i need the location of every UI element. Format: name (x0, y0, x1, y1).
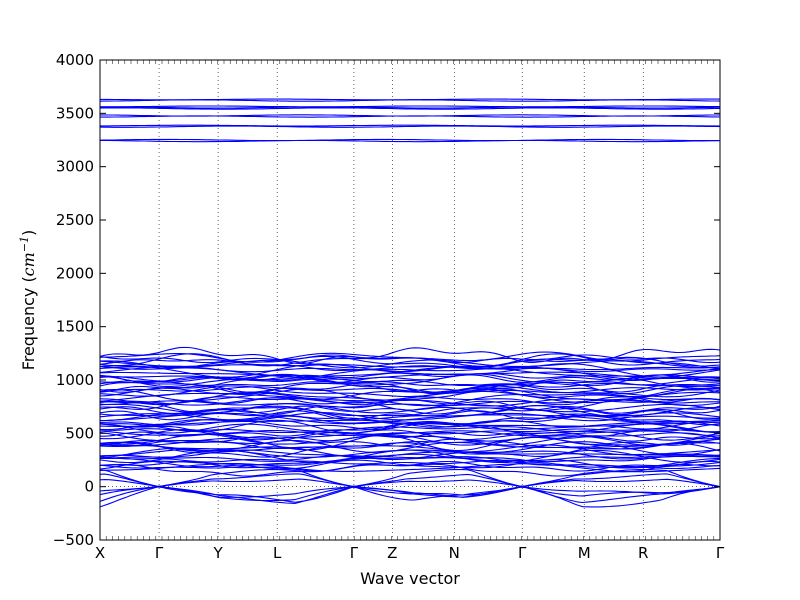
band-line (99, 138, 720, 142)
y-tick-label: −500 (53, 531, 94, 549)
band-line (99, 419, 721, 427)
y-axis-label-close: ) (19, 230, 38, 236)
y-tick-label: 1000 (56, 371, 94, 389)
band-line (99, 366, 721, 382)
x-kpoint-label: X (95, 544, 105, 562)
band-line (99, 391, 721, 407)
y-axis-label: Frequency (cm−1) (18, 230, 38, 371)
y-tick-label: 500 (65, 424, 94, 442)
band-line (99, 441, 721, 458)
band-line (99, 376, 721, 388)
kpoint-separators (158, 60, 644, 540)
band-line (99, 473, 721, 488)
band-line (99, 387, 721, 400)
y-axis: −500 0 500 1000 1500 2000 2500 3000 3500 4000 (53, 51, 720, 549)
phonon-bands (99, 98, 721, 508)
band-line (99, 364, 721, 371)
y-tick-label: 2500 (56, 211, 94, 229)
band-line (100, 106, 721, 109)
x-kpoint-label: Γ (155, 544, 164, 562)
y-axis-label-exp: −1 (18, 236, 31, 252)
band-line (100, 114, 721, 117)
band-line (99, 486, 721, 498)
x-axis-label: Wave vector (360, 569, 460, 588)
plot-frame (99, 59, 721, 541)
band-line (99, 373, 721, 387)
band-line (99, 365, 721, 377)
y-tick-label: 3000 (56, 158, 94, 176)
x-kpoint-label: N (449, 544, 460, 562)
band-line (99, 358, 721, 373)
band-line (99, 444, 721, 459)
x-kpoint-label: Z (387, 544, 397, 562)
band-line (99, 372, 721, 382)
band-line (99, 454, 721, 465)
band-line (99, 125, 721, 128)
band-line (99, 441, 721, 456)
band-line (99, 436, 721, 447)
band-line (99, 414, 721, 426)
band-line (99, 365, 721, 373)
band-line (99, 431, 721, 446)
band-line (99, 469, 721, 488)
band-line (99, 397, 721, 407)
y-axis-label-unit: cm (19, 252, 38, 276)
band-line (99, 449, 721, 461)
band-line (99, 388, 721, 402)
band-line (99, 412, 721, 422)
band-line (99, 390, 721, 404)
band-line (99, 346, 721, 365)
band-line (99, 428, 721, 435)
band-line (100, 139, 721, 143)
y-tick-label: 3500 (56, 104, 94, 122)
band-line (99, 453, 721, 463)
band-line (100, 107, 721, 110)
y-axis-label-main: Frequency ( (19, 276, 38, 370)
band-line (99, 429, 721, 441)
band-line (99, 478, 721, 488)
x-kpoint-label: Γ (350, 544, 359, 562)
y-tick-label: 0 (84, 478, 94, 496)
x-kpoint-label: Γ (518, 544, 527, 562)
band-line (99, 351, 721, 363)
band-line (100, 124, 721, 127)
x-kpoint-label: Y (213, 544, 224, 562)
minor-x-ticks (99, 60, 715, 540)
band-line (99, 486, 721, 505)
y-tick-label: 4000 (56, 51, 94, 69)
band-line (99, 459, 721, 470)
x-kpoint-label: R (638, 544, 648, 562)
band-line (100, 98, 720, 101)
y-tick-label: 2000 (56, 264, 94, 282)
x-kpoint-label: L (273, 544, 282, 562)
y-tick-label: 1500 (56, 318, 94, 336)
x-kpoint-label: Γ (716, 544, 725, 562)
x-kpoint-label: M (578, 544, 591, 562)
band-line (99, 456, 721, 468)
band-line (99, 378, 721, 393)
band-line (100, 105, 720, 108)
band-line (99, 419, 721, 434)
band-line (99, 419, 721, 431)
